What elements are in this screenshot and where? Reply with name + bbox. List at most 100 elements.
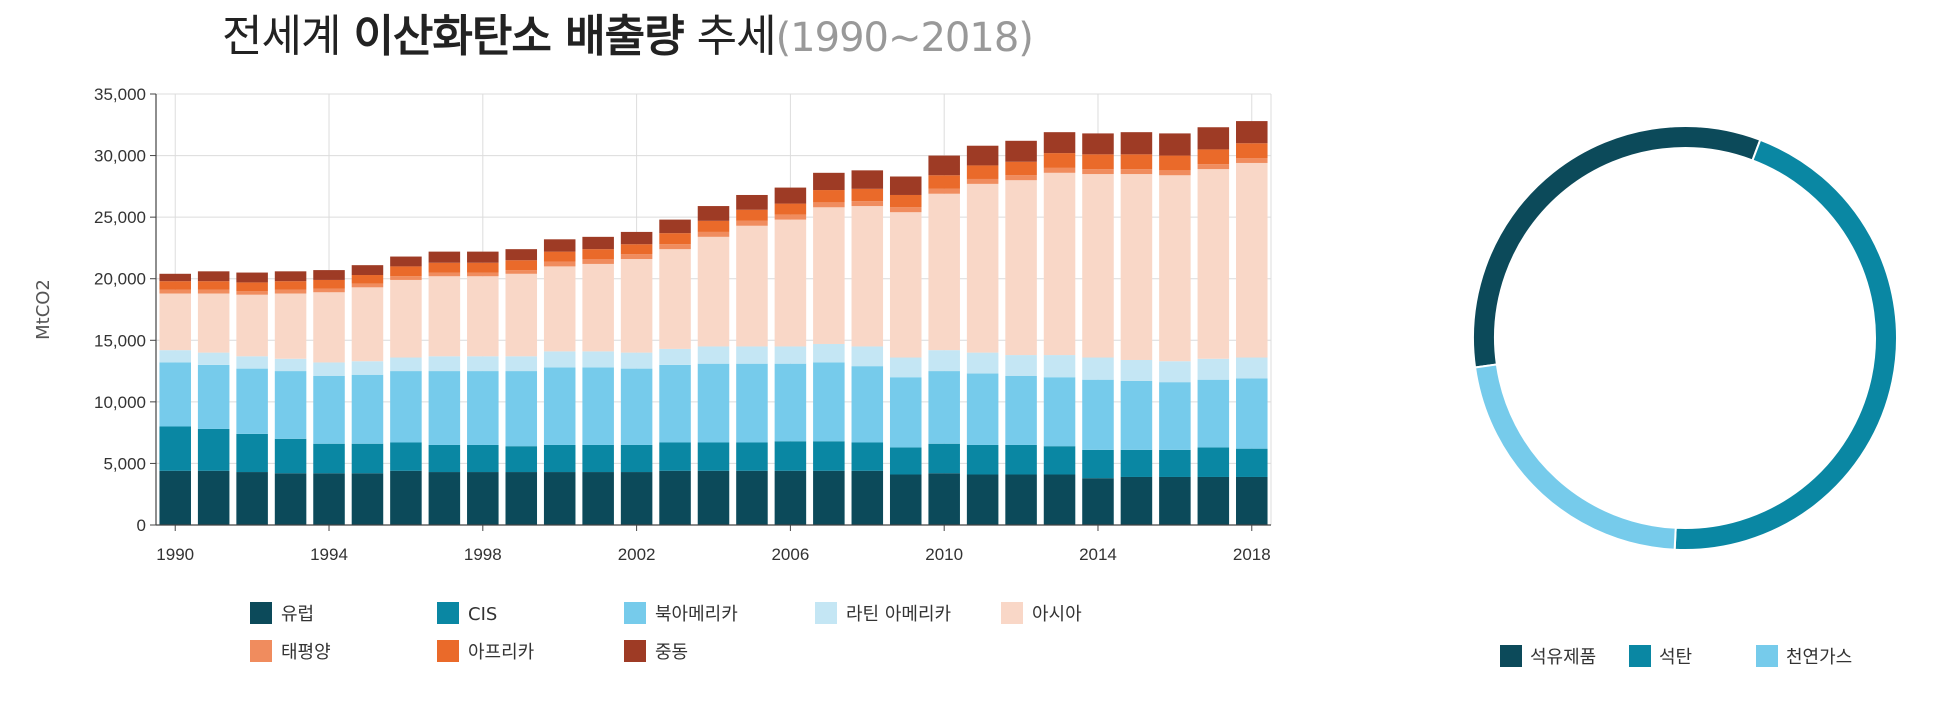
bar-segment-1993-1 [274,438,307,474]
bar-segment-2001-0 [582,472,614,525]
legend-swatch [624,640,646,662]
bar-segment-2001-4 [582,263,614,352]
bar-segment-2014-2 [1082,379,1114,450]
title-part-b: 추세 [683,11,777,62]
bar-segment-2009-5 [889,207,922,213]
y-tick-label: 15,000 [94,331,146,350]
bar-segment-2015-1 [1120,449,1153,477]
x-tick-label: 2018 [1233,545,1271,564]
bar-segment-1998-2 [467,371,499,445]
bar-segment-2008-5 [851,201,884,207]
legend-label: 아시아 [1032,604,1082,625]
bar-segment-1999-4 [505,273,538,357]
legend-label: 태평양 [281,642,331,663]
bar-segment-1991-5 [197,289,230,294]
bar-segment-2006-7 [774,187,807,204]
x-tick-label: 1990 [156,545,194,564]
donut-legend-swatch [1500,645,1522,667]
bar-segment-2018-1 [1236,448,1268,477]
bar-segment-1990-7 [159,273,191,282]
bar-segment-1991-4 [197,293,230,353]
bar-segment-2001-3 [582,351,614,368]
bar-segment-1999-0 [505,472,538,525]
bar-segment-1990-0 [159,470,191,525]
bar-segment-2008-1 [851,442,884,471]
bar-segment-2014-6 [1082,154,1114,170]
stacked-bar-chart: 0 5,000 10,000 15,000 20,000 25,000 30,000 35,0… [33,85,1272,663]
bar-segment-1991-0 [197,470,230,525]
bar-segment-2014-0 [1082,478,1114,525]
bar-segment-2012-7 [1005,140,1037,162]
donut-legend-swatch [1629,645,1651,667]
bar-segment-2006-1 [774,441,807,471]
legend-label: 아프리카 [468,642,534,663]
bar-segment-2002-7 [620,231,653,245]
bar-segment-1992-6 [236,282,268,292]
bar-segment-1992-7 [236,272,268,283]
legend-swatch [437,602,459,624]
bar-segment-2013-2 [1043,377,1076,447]
bar-segment-2004-0 [697,470,730,525]
bar-segment-2008-0 [851,470,884,525]
bar-segment-1992-3 [236,356,268,369]
bar-segment-2015-7 [1120,132,1153,155]
bar-segment-2000-7 [543,239,576,252]
bar-segment-2017-3 [1197,358,1230,380]
bar-segment-2002-1 [620,444,653,473]
bar-segment-1998-6 [467,262,499,273]
bar-segment-2015-5 [1120,169,1153,175]
bar-segment-2006-3 [774,346,807,364]
title-part-a: 전세계 [222,11,354,62]
bar-segment-1999-5 [505,270,538,274]
bar-segment-2016-6 [1159,155,1191,171]
bar-segment-1998-7 [467,251,499,263]
bar-segment-2002-4 [620,259,653,353]
bar-segment-2011-1 [966,444,999,475]
bar-segment-1994-6 [313,279,345,289]
bar-segment-2016-1 [1159,449,1191,477]
bar-segment-2003-0 [659,470,691,525]
x-tick-label: 2006 [771,545,809,564]
bar-segment-2017-1 [1197,447,1230,477]
bar-segment-1998-1 [467,444,499,473]
bar-segment-2013-4 [1043,172,1076,356]
x-tick-label: 1994 [310,545,348,564]
bar-segment-2005-1 [736,442,768,471]
bar-segment-2010-6 [928,175,960,189]
bar-segment-2011-5 [966,178,999,184]
donut-legend-label: 석유제품 [1530,647,1596,668]
bar-segment-1996-1 [390,442,422,471]
bar-segment-2007-4 [813,207,845,344]
legend-label: 유럽 [281,604,314,625]
bar-segment-2006-4 [774,219,807,347]
bar-segment-1998-3 [467,356,499,372]
bar-segment-1992-4 [236,294,268,357]
bar-segment-2011-6 [966,165,999,179]
bar-segment-2010-1 [928,443,960,474]
bar-segment-2004-6 [697,220,730,232]
bar-segment-1996-5 [390,276,422,280]
donut-slice-0 [1472,125,1762,369]
legend-swatch [437,640,459,662]
bar-segment-1995-3 [351,361,384,375]
bar-segment-2017-2 [1197,379,1230,448]
bar-segment-2007-0 [813,470,845,525]
bar-segment-2003-7 [659,219,691,234]
bar-segment-2015-4 [1120,174,1153,360]
bar-segment-1990-6 [159,281,191,290]
bar-segment-2007-7 [813,172,845,191]
bar-segment-2010-7 [928,155,960,176]
donut-legend-label: 석탄 [1659,647,1692,668]
bar-segment-1990-5 [159,289,191,294]
bar-segment-1998-0 [467,472,499,525]
bar-segment-2003-5 [659,244,691,250]
donut-slice-1 [1673,138,1898,551]
bar-segment-2016-4 [1159,175,1191,362]
bar-segment-2013-6 [1043,153,1076,168]
bar-segment-2007-1 [813,441,845,471]
x-tick-label: 2014 [1079,545,1117,564]
bar-segment-2018-4 [1236,162,1268,358]
y-tick-label: 30,000 [94,147,146,166]
bar-segment-2007-3 [813,343,845,363]
bar-segment-2004-1 [697,442,730,471]
